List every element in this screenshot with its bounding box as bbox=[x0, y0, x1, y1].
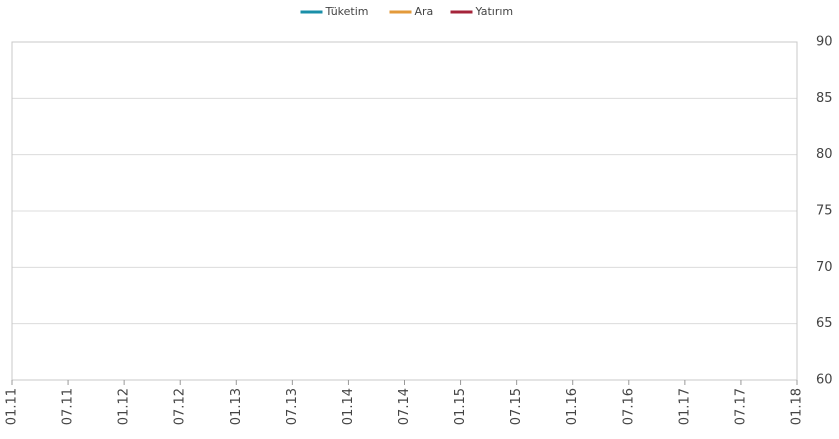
x-tick-label: 01.12 bbox=[117, 388, 132, 425]
y-tick-label: 85 bbox=[816, 91, 833, 106]
x-tick-label: 07.13 bbox=[285, 388, 300, 425]
legend-label: Tüketim bbox=[325, 5, 369, 18]
x-tick-label: 07.11 bbox=[61, 388, 76, 425]
x-tick-label: 07.16 bbox=[621, 388, 636, 425]
legend-label: Yatırım bbox=[475, 5, 514, 18]
x-tick-label: 01.13 bbox=[229, 388, 244, 425]
y-tick-label: 60 bbox=[816, 373, 833, 388]
x-tick-label: 07.15 bbox=[509, 388, 524, 425]
x-tick-label: 01.15 bbox=[453, 388, 468, 425]
x-tick-label: 01.18 bbox=[790, 388, 805, 425]
legend-label: Ara bbox=[415, 5, 434, 18]
y-tick-label: 90 bbox=[816, 35, 833, 50]
x-tick-label: 07.17 bbox=[733, 388, 748, 425]
y-tick-label: 80 bbox=[816, 147, 833, 162]
x-tick-label: 01.14 bbox=[341, 388, 356, 425]
x-tick-label: 07.14 bbox=[397, 388, 412, 425]
y-tick-label: 70 bbox=[816, 260, 833, 275]
x-tick-label: 01.11 bbox=[5, 388, 20, 425]
y-tick-label: 75 bbox=[816, 204, 833, 219]
x-tick-label: 01.17 bbox=[677, 388, 692, 425]
y-tick-label: 65 bbox=[816, 316, 833, 331]
x-tick-label: 01.16 bbox=[565, 388, 580, 425]
x-tick-label: 07.12 bbox=[173, 388, 188, 425]
